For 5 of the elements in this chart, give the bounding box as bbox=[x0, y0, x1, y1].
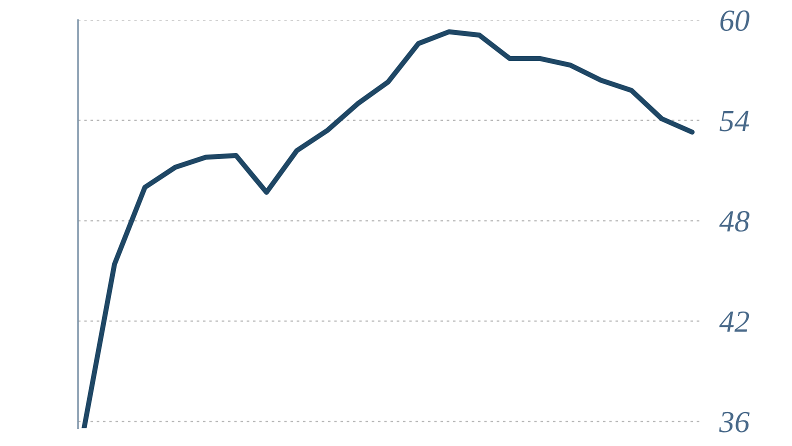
y-tick-label: 36 bbox=[719, 412, 750, 432]
y-tick-label: 60 bbox=[720, 10, 750, 31]
y-tick-label: 48 bbox=[719, 211, 750, 232]
y-tick-label: 54 bbox=[720, 110, 750, 132]
y-tick-label: 42 bbox=[719, 311, 750, 332]
